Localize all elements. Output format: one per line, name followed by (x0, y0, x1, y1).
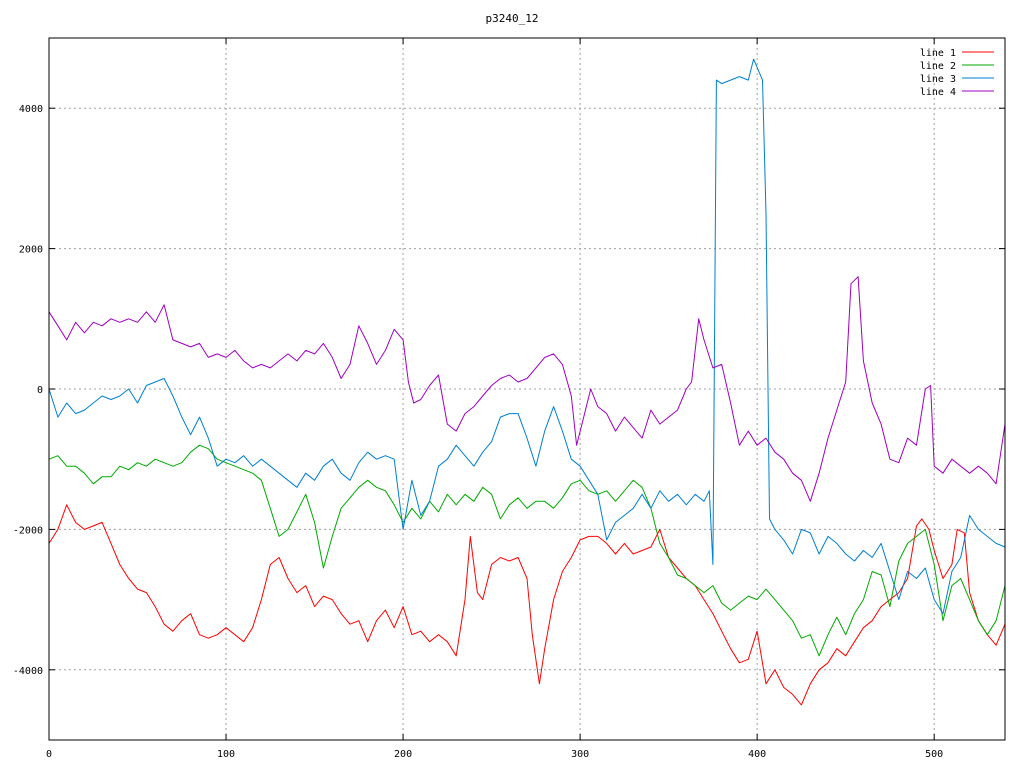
series-line-3 (48, 58, 1006, 615)
chart-title: p3240_12 (486, 12, 539, 25)
grid (49, 38, 1005, 740)
x-tick-label: 0 (46, 749, 52, 760)
y-tick-label: 4000 (19, 104, 43, 115)
legend-label-4: line 4 (920, 87, 956, 98)
x-tick-label: 300 (571, 749, 589, 760)
legend-label-3: line 3 (920, 74, 956, 85)
series-line-4 (48, 276, 1006, 502)
y-tick-label: -2000 (13, 525, 43, 536)
plot-frame (48, 37, 1006, 741)
x-tick-label: 200 (394, 749, 412, 760)
x-tick-label: 400 (748, 749, 766, 760)
legend-label-1: line 1 (920, 48, 956, 59)
series-line-2 (48, 444, 1006, 657)
legend: line 1 line 2 line 3 line 4 (920, 48, 994, 98)
x-tick-label: 100 (217, 749, 235, 760)
y-tick-label: 0 (37, 385, 43, 396)
y-tick-label: 2000 (19, 245, 43, 256)
y-tick-label: -4000 (13, 666, 43, 677)
x-tick-label: 500 (925, 749, 943, 760)
axis-ticks: 0 100 200 300 400 500 -4000 -2000 0 2000 4000 (13, 38, 1005, 760)
legend-label-2: line 2 (920, 61, 956, 72)
series-line-1 (48, 504, 1006, 706)
series-group (48, 58, 1006, 706)
